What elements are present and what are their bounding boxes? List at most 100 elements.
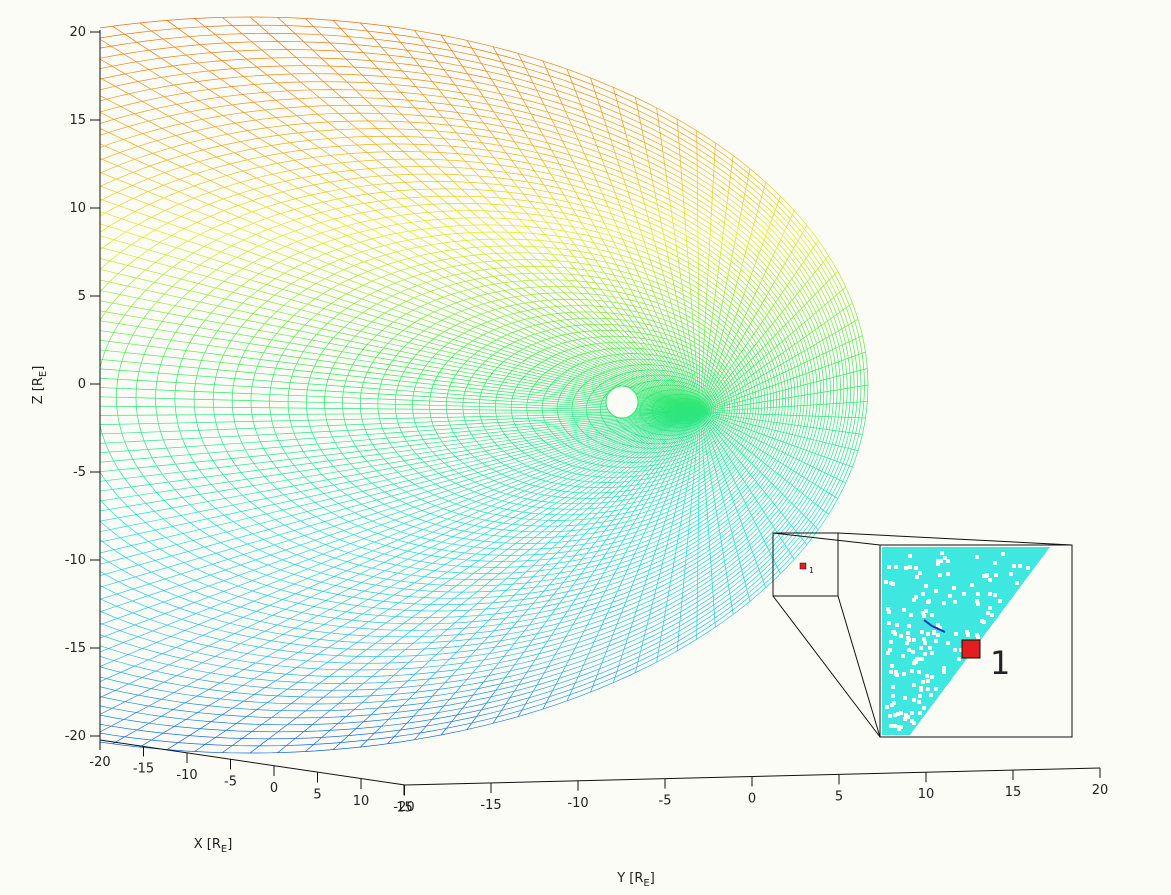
mesh-ring (100, 128, 821, 657)
y-title-sub: E (643, 878, 649, 889)
speckle-dot (918, 711, 922, 715)
mesh-spoke (100, 411, 701, 435)
speckle-dot (988, 578, 992, 582)
mesh-spoke (100, 185, 701, 413)
speckle-dot (946, 559, 950, 563)
mesh-spoke (360, 411, 701, 748)
inset-connector (837, 532, 1073, 546)
mesh-spoke (699, 411, 829, 515)
speckle-dot (912, 661, 916, 665)
speckle-dot (903, 717, 907, 721)
mesh-spoke (100, 143, 701, 413)
mesh-spoke (100, 411, 701, 532)
mesh-ring (100, 112, 828, 671)
x-title-sub: E (221, 844, 227, 855)
mesh-ring (100, 151, 812, 638)
speckle-dot (942, 666, 946, 670)
speckle-dot (893, 713, 897, 717)
speckle-dot (946, 572, 950, 576)
mesh-ring (100, 41, 858, 733)
speckle-dot (906, 631, 910, 635)
mesh-spoke (612, 87, 701, 413)
mesh-spoke (676, 411, 701, 652)
speckle-dot (911, 650, 915, 654)
z-tick-label: -15 (65, 641, 86, 656)
speckle-dot (930, 613, 934, 617)
speckle-dot (889, 581, 893, 585)
mesh-spoke (100, 396, 701, 413)
mesh-spoke (590, 411, 701, 693)
mesh-spoke (360, 22, 701, 413)
mesh-spoke (100, 411, 701, 733)
mesh-ring (100, 16, 869, 754)
mesh-spoke (517, 53, 701, 413)
speckle-dot (953, 600, 957, 604)
mesh-spoke (100, 279, 701, 413)
mesh-spoke (542, 60, 701, 413)
mesh-spoke (100, 411, 701, 444)
speckle-dot (940, 551, 944, 555)
speckle-dot (923, 652, 927, 656)
mesh-spoke (699, 411, 846, 484)
speckle-dot (888, 648, 892, 652)
speckle-dot (939, 559, 943, 563)
speckle-dot (959, 648, 963, 652)
mesh-spoke (249, 411, 701, 754)
mesh-spoke (194, 411, 701, 752)
speckle-dot (887, 610, 891, 614)
z-axis-title: Z [RE] (31, 366, 49, 405)
speckle-dot (919, 686, 923, 690)
speckle-dot (1026, 566, 1030, 570)
mesh-ring (100, 49, 855, 726)
mesh-spoke (699, 411, 853, 468)
mesh-spoke (699, 411, 716, 628)
y-title-end: ] (650, 871, 655, 886)
y-title-main: Y [R (616, 871, 643, 886)
mesh-spoke (100, 411, 701, 492)
mesh-spoke (166, 20, 701, 413)
mesh-ring (100, 143, 815, 644)
mesh-spoke (699, 255, 829, 413)
mesh-spoke (100, 411, 701, 576)
mesh-spoke (566, 68, 701, 413)
speckle-dot (899, 634, 903, 638)
speckle-dot (953, 648, 957, 652)
speckle-dot (894, 670, 898, 674)
speckle-dot (920, 657, 924, 661)
mesh-ring (100, 57, 852, 719)
y-tick-label: -20 (393, 800, 414, 815)
speckle-dot (888, 714, 892, 718)
mesh-spoke (699, 196, 781, 413)
mesh-spoke (100, 411, 701, 698)
z-title-main: Z [R (31, 377, 46, 404)
speckle-dot (924, 609, 928, 613)
speckle-dot (895, 673, 899, 677)
x-tick-label: -15 (133, 762, 154, 777)
speckle-dot (934, 687, 938, 691)
speckle-dot (914, 595, 918, 599)
mesh-spoke (100, 310, 701, 413)
speckle-dot (930, 651, 934, 655)
speckle-dot (901, 654, 905, 658)
speckle-dot (922, 637, 926, 641)
source-marker-label: 1 (809, 566, 814, 575)
speckle-dot (904, 566, 908, 570)
speckle-dot (988, 606, 992, 610)
z-title-sub: E (38, 371, 49, 377)
speckle-dot (890, 664, 894, 668)
mesh-spoke (100, 411, 701, 625)
speckle-dot (889, 670, 893, 674)
speckle-dot (936, 559, 940, 563)
speckle-dot (904, 713, 908, 717)
speckle-dot (905, 641, 909, 645)
speckle-dot (910, 669, 914, 673)
mesh-spoke (100, 411, 701, 502)
speckle-dot (909, 613, 913, 617)
mesh-spoke (699, 411, 866, 419)
mesh-spoke (414, 411, 701, 740)
mesh-spoke (699, 411, 819, 530)
speckle-dot (918, 571, 922, 575)
mesh-spoke (100, 411, 701, 588)
mesh-spoke (100, 411, 701, 543)
